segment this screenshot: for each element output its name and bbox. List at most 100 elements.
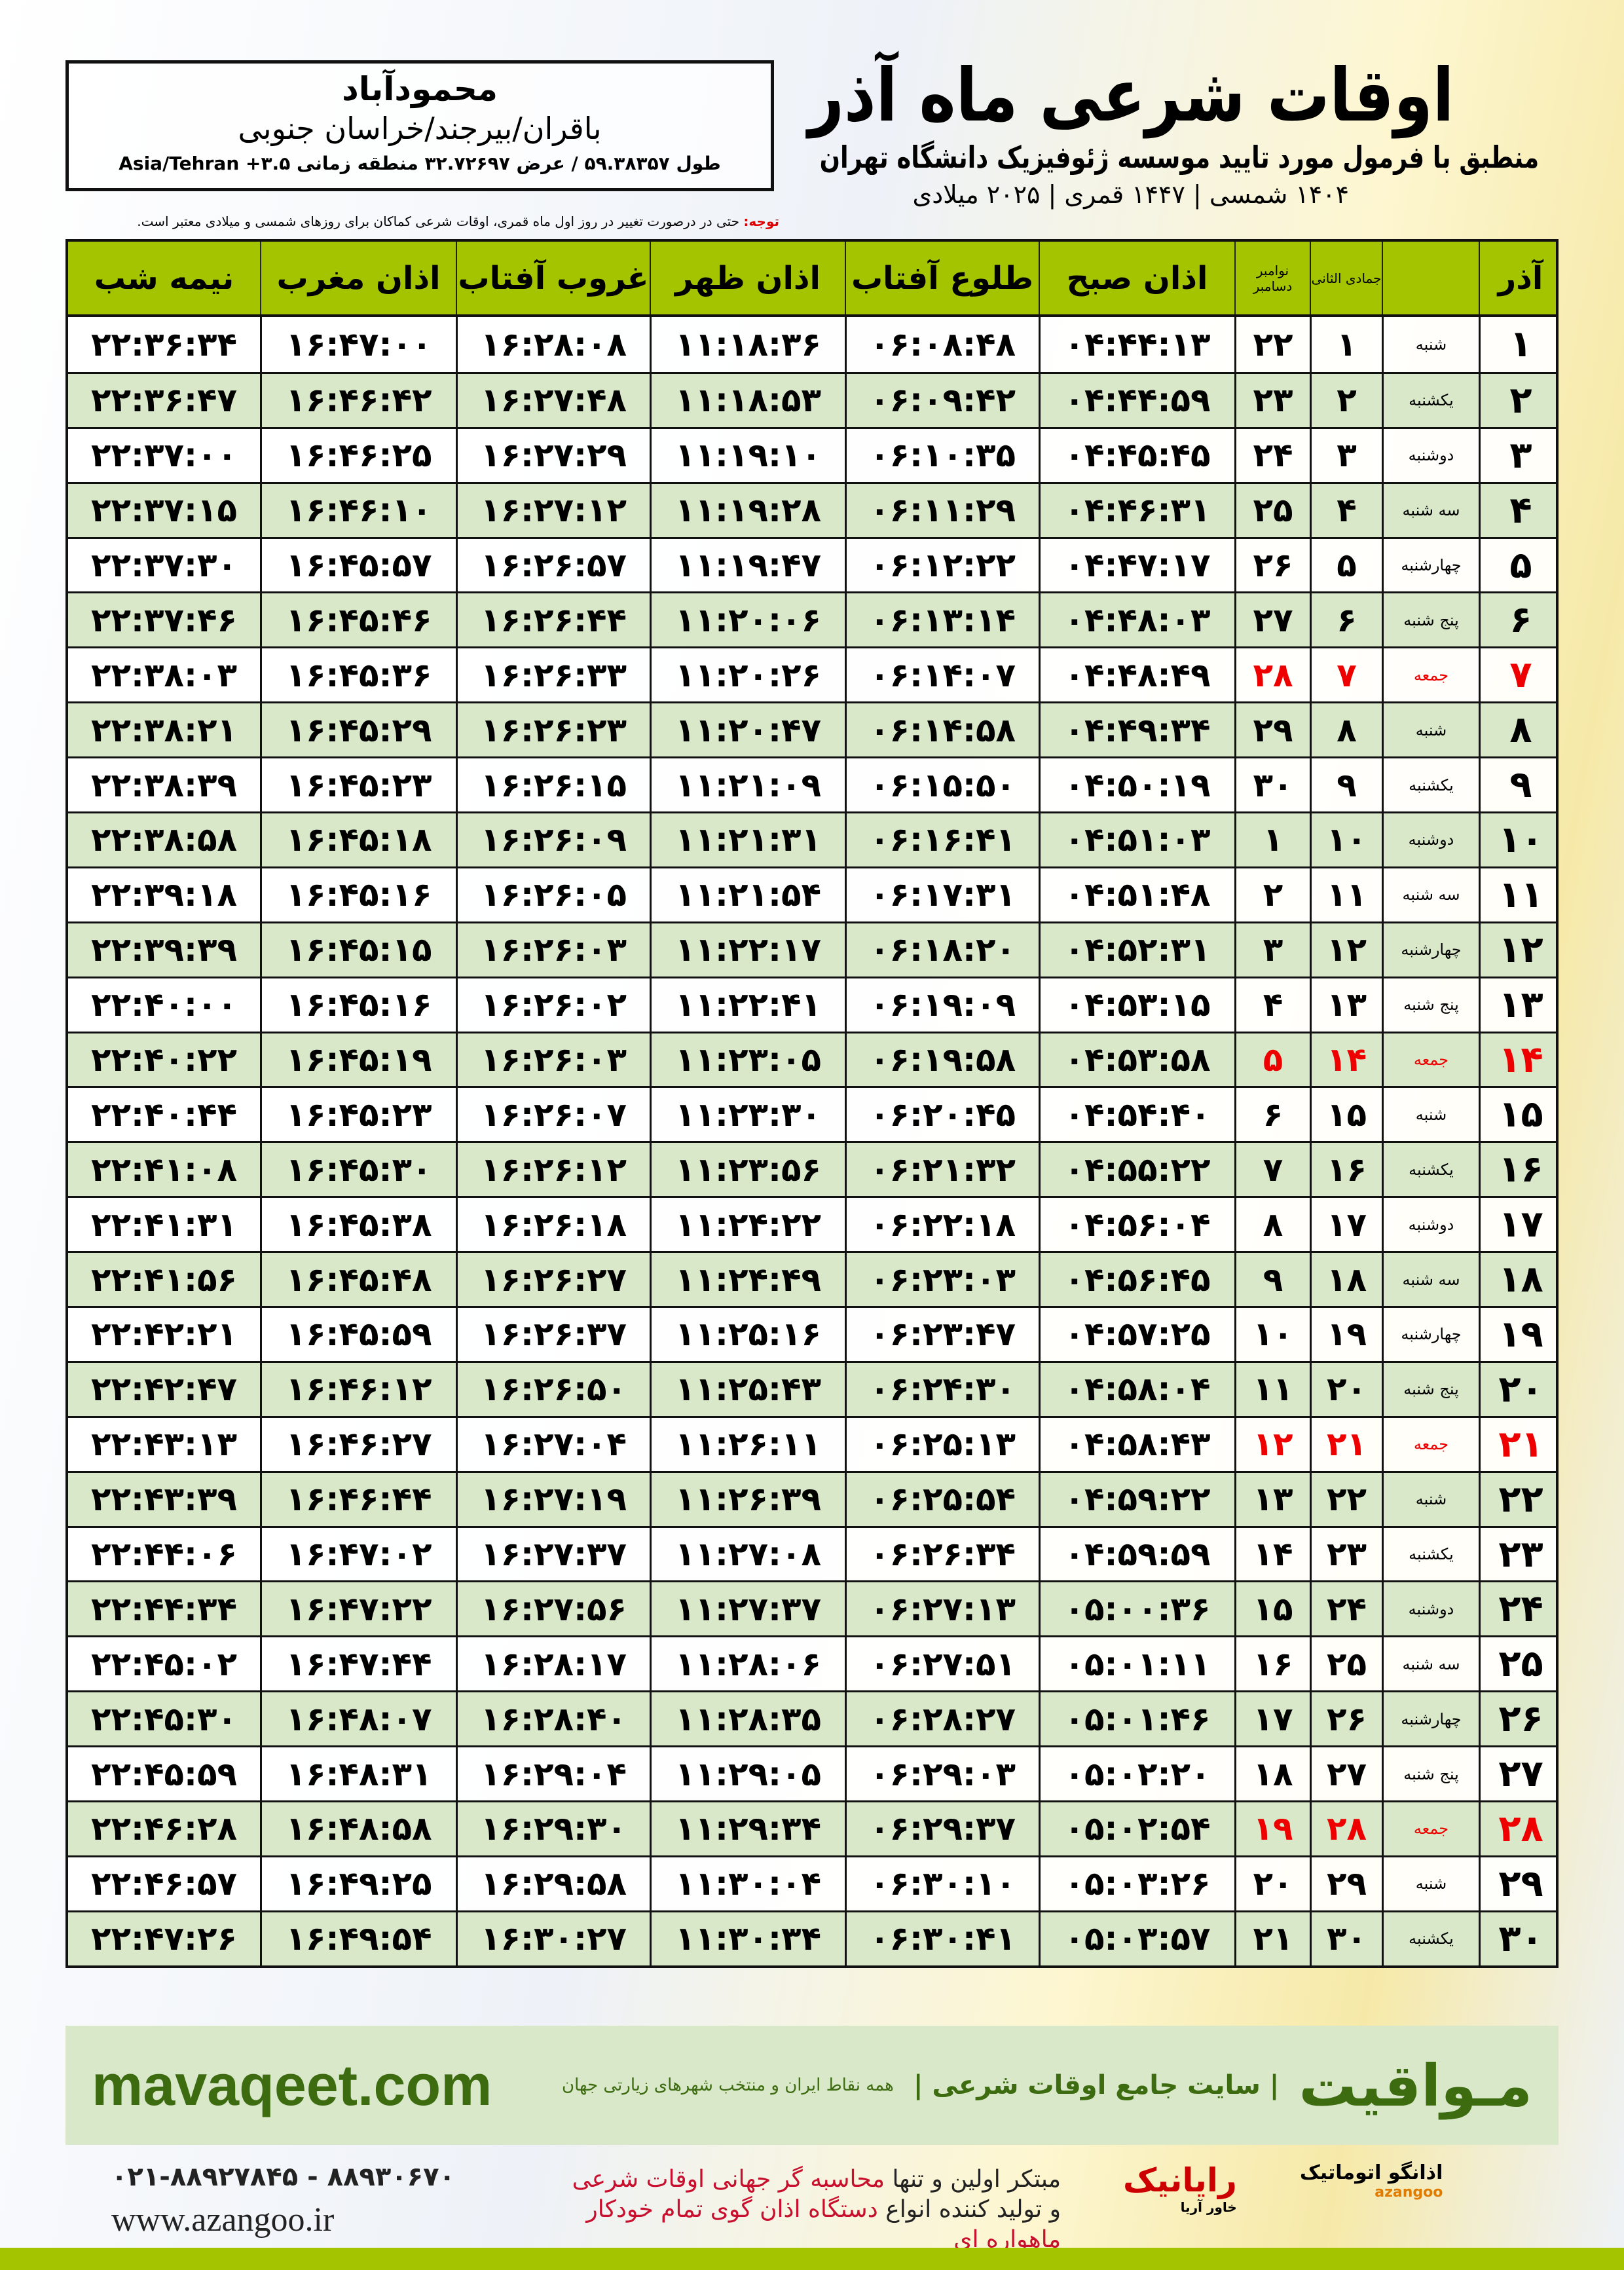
cell-azar-day: ۱۵	[1479, 1088, 1561, 1142]
cell-fajr: ۰۴:۴۴:۵۹	[1039, 373, 1234, 427]
cell-midnight: ۲۲:۳۷:۳۰	[90, 546, 238, 584]
cell-fajr: ۰۴:۵۵:۲۲	[1039, 1143, 1234, 1197]
cell-maghrib: ۱۶:۴۸:۳۱	[260, 1747, 456, 1801]
cell-fajr: ۰۴:۵۴:۴۰	[1039, 1088, 1234, 1142]
cell-jumada-day: ۱۰	[1310, 813, 1382, 866]
cell-midnight: ۲۲:۳۹:۱۸	[90, 876, 238, 914]
cell-dhuhr: ۱۱:۱۸:۵۳	[650, 373, 845, 427]
cell-fajr: ۰۴:۵۰:۱۹	[1039, 758, 1234, 812]
cell-fajr: ۰۴:۴۹:۳۴	[1039, 703, 1234, 757]
azangoo-sub: azangoo	[1375, 2184, 1443, 2201]
cell-midnight: ۲۲:۳۶:۳۴	[90, 325, 238, 363]
cell-sunrise: ۰۶:۰۸:۴۸	[845, 317, 1039, 372]
cell-december-day: ۱۰	[1234, 1308, 1310, 1361]
cell-december-day: ۱۵	[1234, 1582, 1310, 1636]
cell-sunset: ۱۶:۲۶:۰۳	[456, 923, 650, 977]
cell-dhuhr: ۱۱:۲۰:۰۶	[650, 593, 845, 647]
cell-azar-day: ۳	[1479, 428, 1561, 482]
cell-sunrise: ۰۶:۲۴:۳۰	[845, 1362, 1039, 1416]
cell-maghrib: ۱۶:۴۶:۱۲	[260, 1362, 456, 1416]
cell-jumada-day: ۱۵	[1310, 1088, 1382, 1142]
col-maghrib: اذان مغرب	[260, 242, 456, 314]
cell-dhuhr: ۱۱:۲۹:۳۴	[650, 1802, 845, 1855]
cell-sunrise: ۰۶:۱۹:۵۸	[845, 1033, 1039, 1087]
table-row: ۲۲:۳۸:۲۱ ۱۶:۴۵:۲۹ ۱۶:۲۶:۲۳ ۱۱:۲۰:۴۷ ۰۶:۱۴:۵۸…	[68, 701, 1556, 757]
cell-december-day: ۲۱	[1234, 1912, 1310, 1965]
cell-december-day: ۱۸	[1234, 1747, 1310, 1801]
col-sunset: غروب آفتاب	[456, 242, 650, 314]
cell-fajr: ۰۴:۵۷:۲۵	[1039, 1308, 1234, 1361]
cell-jumada-day: ۲۶	[1310, 1692, 1382, 1746]
cell-dhuhr: ۱۱:۱۸:۳۶	[650, 317, 845, 372]
cell-sunrise: ۰۶:۱۰:۳۵	[845, 428, 1039, 482]
cell-maghrib: ۱۶:۴۸:۵۸	[260, 1802, 456, 1855]
cell-sunset: ۱۶:۲۸:۴۰	[456, 1692, 650, 1746]
cell-fajr: ۰۴:۵۸:۴۳	[1039, 1417, 1234, 1471]
cell-sunset: ۱۶:۲۶:۳۳	[456, 648, 650, 702]
region-name: باقران/بیرجند/خراسان جنوبی	[238, 111, 602, 146]
cell-weekday: پنج شنبه	[1382, 978, 1479, 1032]
cell-december-day: ۳	[1234, 923, 1310, 977]
table-row: ۲۲:۳۶:۳۴ ۱۶:۴۷:۰۰ ۱۶:۲۸:۰۸ ۱۱:۱۸:۳۶ ۰۶:۰۸:۴۸…	[68, 317, 1556, 372]
brand-subtitle: | سایت جامع اوقات شرعی |	[913, 2070, 1280, 2100]
table-row: ۲۲:۳۸:۳۹ ۱۶:۴۵:۲۳ ۱۶:۲۶:۱۵ ۱۱:۲۱:۰۹ ۰۶:۱۵:۵۰…	[68, 756, 1556, 812]
table-row: ۲۲:۴۴:۰۶ ۱۶:۴۷:۰۲ ۱۶:۲۷:۳۷ ۱۱:۲۷:۰۸ ۰۶:۲۶:۳۴…	[68, 1525, 1556, 1581]
table-row: ۲۲:۴۰:۴۴ ۱۶:۴۵:۲۳ ۱۶:۲۶:۰۷ ۱۱:۲۳:۳۰ ۰۶:۲۰:۴۵…	[68, 1086, 1556, 1142]
cell-maghrib: ۱۶:۴۵:۵۷	[260, 538, 456, 592]
cell-midnight: ۲۲:۳۹:۳۹	[90, 931, 238, 969]
cell-fajr: ۰۵:۰۳:۲۶	[1039, 1857, 1234, 1910]
cell-maghrib: ۱۶:۴۵:۵۹	[260, 1308, 456, 1361]
table-row: ۲۲:۴۵:۳۰ ۱۶:۴۸:۰۷ ۱۶:۲۸:۴۰ ۱۱:۲۸:۳۵ ۰۶:۲۸:۲۷…	[68, 1690, 1556, 1746]
cell-sunset: ۱۶:۳۰:۲۷	[456, 1912, 650, 1965]
cell-azar-day: ۱۷	[1479, 1198, 1561, 1252]
cell-azar-day: ۴	[1479, 483, 1561, 537]
cell-weekday: جمعه	[1382, 1802, 1479, 1855]
cell-midnight: ۲۲:۴۴:۰۶	[90, 1535, 238, 1574]
table-row: ۲۲:۴۵:۵۹ ۱۶:۴۸:۳۱ ۱۶:۲۹:۰۴ ۱۱:۲۹:۰۵ ۰۶:۲۹:۰۳…	[68, 1745, 1556, 1801]
cell-december-day: ۱۲	[1234, 1417, 1310, 1471]
cell-dhuhr: ۱۱:۱۹:۲۸	[650, 483, 845, 537]
cell-weekday: شنبه	[1382, 1857, 1479, 1910]
cell-dhuhr: ۱۱:۲۶:۳۹	[650, 1472, 845, 1526]
cell-sunrise: ۰۶:۱۷:۳۱	[845, 868, 1039, 921]
cell-sunset: ۱۶:۲۸:۱۷	[456, 1637, 650, 1691]
cell-weekday: چهارشنبه	[1382, 538, 1479, 592]
cell-sunset: ۱۶:۲۶:۰۷	[456, 1088, 650, 1142]
cell-azar-day: ۲	[1479, 373, 1561, 427]
slogan: مبتکر اولین و تنها محاسبه گر جهانی اوقات…	[517, 2165, 1061, 2255]
cell-dhuhr: ۱۱:۲۰:۲۶	[650, 648, 845, 702]
table-row: ۲۲:۴۷:۲۶ ۱۶:۴۹:۵۴ ۱۶:۳۰:۲۷ ۱۱:۳۰:۳۴ ۰۶:۳۰:۴۱…	[68, 1910, 1556, 1965]
cell-weekday: یکشنبه	[1382, 758, 1479, 812]
site-url[interactable]: mavaqeet.com	[92, 2053, 492, 2117]
cell-sunset: ۱۶:۲۶:۰۲	[456, 978, 650, 1032]
cell-sunset: ۱۶:۲۶:۰۳	[456, 1033, 650, 1087]
cell-midnight: ۲۲:۴۵:۳۰	[90, 1700, 238, 1738]
azangoo-url[interactable]: www.azangoo.ir	[111, 2201, 335, 2239]
cell-weekday: یکشنبه	[1382, 1912, 1479, 1965]
cell-midnight: ۲۲:۴۳:۱۳	[90, 1425, 238, 1464]
col-gregorian: نوامبر دسامبر	[1234, 242, 1310, 314]
table-row: ۲۲:۴۳:۳۹ ۱۶:۴۶:۴۴ ۱۶:۲۷:۱۹ ۱۱:۲۶:۳۹ ۰۶:۲۵:۵۴…	[68, 1470, 1556, 1526]
cell-fajr: ۰۵:۰۱:۴۶	[1039, 1692, 1234, 1746]
table-row: ۲۲:۴۴:۳۴ ۱۶:۴۷:۲۲ ۱۶:۲۷:۵۶ ۱۱:۲۷:۳۷ ۰۶:۲۷:۱۳…	[68, 1580, 1556, 1636]
cell-azar-day: ۱۶	[1479, 1143, 1561, 1197]
cell-sunset: ۱۶:۲۶:۲۷	[456, 1253, 650, 1307]
cell-december-day: ۱۶	[1234, 1637, 1310, 1691]
cell-december-day: ۱۴	[1234, 1527, 1310, 1581]
cell-jumada-day: ۲۱	[1310, 1417, 1382, 1471]
cell-midnight: ۲۲:۴۲:۴۷	[90, 1370, 238, 1409]
cell-maghrib: ۱۶:۴۵:۱۸	[260, 813, 456, 866]
cell-fajr: ۰۴:۵۱:۴۸	[1039, 868, 1234, 921]
cell-midnight: ۲۲:۴۷:۲۶	[90, 1920, 238, 1958]
cell-dhuhr: ۱۱:۲۱:۳۱	[650, 813, 845, 866]
brand-tagline: همه نقاط ایران و منتخب شهرهای زیارتی جها…	[562, 2075, 894, 2095]
cell-jumada-day: ۲۸	[1310, 1802, 1382, 1855]
page-title: اوقات شرعی ماه آذر	[807, 53, 1454, 138]
cell-weekday: دوشنبه	[1382, 1582, 1479, 1636]
cell-fajr: ۰۴:۴۴:۱۳	[1039, 317, 1234, 372]
cell-sunset: ۱۶:۲۶:۴۴	[456, 593, 650, 647]
cell-dhuhr: ۱۱:۲۴:۲۲	[650, 1198, 845, 1252]
cell-maghrib: ۱۶:۴۶:۲۵	[260, 428, 456, 482]
cell-sunset: ۱۶:۲۷:۲۹	[456, 428, 650, 482]
cell-azar-day: ۲۹	[1479, 1857, 1561, 1910]
